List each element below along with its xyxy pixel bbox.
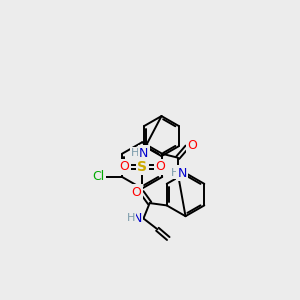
Text: O: O xyxy=(155,160,165,173)
Text: O: O xyxy=(132,186,141,199)
Text: N: N xyxy=(139,146,148,160)
Text: S: S xyxy=(137,160,147,174)
Text: H: H xyxy=(127,214,135,224)
Text: Cl: Cl xyxy=(93,170,105,183)
Text: O: O xyxy=(188,139,197,152)
Text: N: N xyxy=(178,167,187,180)
Text: N: N xyxy=(133,212,142,225)
Text: H: H xyxy=(131,148,139,158)
Text: H: H xyxy=(170,168,179,178)
Text: O: O xyxy=(119,160,129,173)
